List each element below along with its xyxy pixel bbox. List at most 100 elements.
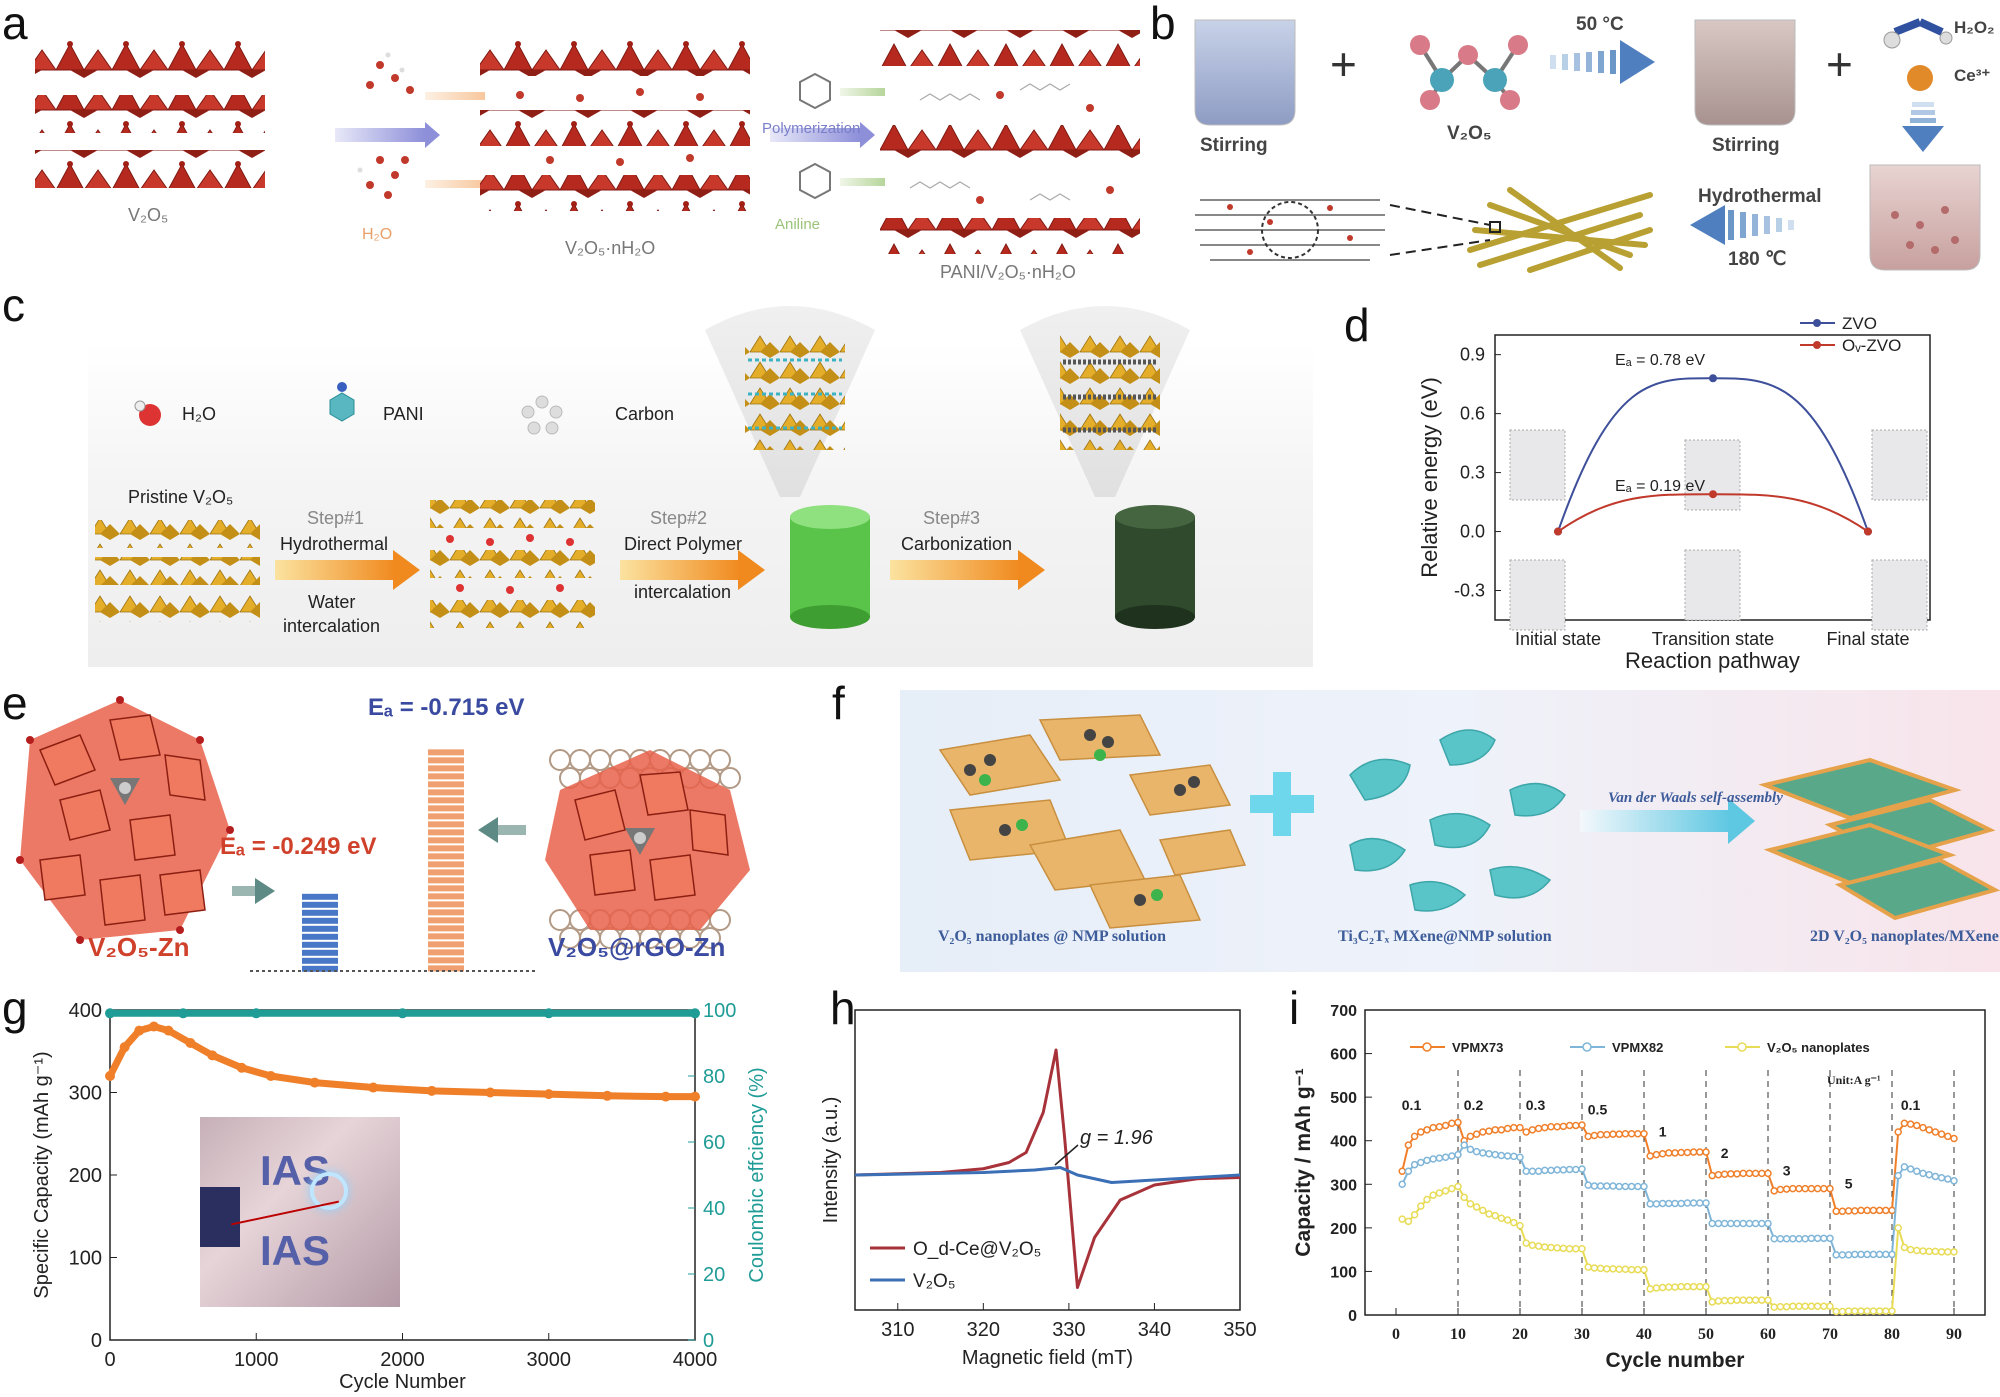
- data-point: [1807, 1234, 1816, 1243]
- caption-mxene: Ti₃C₂Tₓ MXene@NMP solution: [1338, 928, 1552, 945]
- panel-label-h: h: [830, 982, 856, 1034]
- v2o5-layer: [35, 150, 265, 188]
- data-point: [1441, 1153, 1450, 1162]
- data-point: [1559, 1166, 1568, 1174]
- data-point: [1888, 1206, 1896, 1215]
- data-point: [1702, 1199, 1710, 1207]
- data-point: [1925, 1126, 1933, 1134]
- x-tick-label: 0: [104, 1349, 115, 1371]
- bar-stripe: [428, 949, 464, 956]
- data-point: [1454, 1150, 1462, 1159]
- bar-stripe: [428, 853, 464, 860]
- data-point: [1944, 1175, 1952, 1183]
- bar-stripe: [428, 901, 464, 908]
- data-point: [1739, 1219, 1747, 1228]
- label-ce: Ce³⁺: [1954, 66, 1991, 85]
- data-point: [1770, 1187, 1778, 1195]
- panel-a-diagram: [35, 40, 885, 211]
- data-point: [1435, 1123, 1444, 1131]
- data-point: [1863, 1307, 1871, 1315]
- data-point: [1528, 1167, 1537, 1175]
- bar-stripe: [428, 749, 464, 756]
- label-polymerization: Polymerization: [762, 120, 861, 137]
- data-point: [1758, 1219, 1766, 1228]
- panel-g: g 0 1000 2000 3000 4000 0 100 200 300 400 0 20 40 60 8…: [0, 982, 790, 1393]
- panel-label-f: f: [832, 677, 845, 729]
- data-point: [1844, 1307, 1853, 1315]
- step-arrow-2: [620, 550, 765, 590]
- data-point: [1751, 1169, 1760, 1178]
- data-point: [1789, 1184, 1797, 1193]
- y-tick-label: 200: [1330, 1221, 1357, 1238]
- data-point: [1534, 1167, 1543, 1175]
- data-point: [1435, 1154, 1444, 1162]
- x-tick-label: 10: [1450, 1326, 1466, 1343]
- data-point: [1795, 1184, 1803, 1193]
- x-tick-label: 30: [1574, 1326, 1590, 1343]
- data-point: [1894, 1128, 1902, 1136]
- x-tick-label: 330: [1052, 1319, 1085, 1341]
- data-point: [1925, 1170, 1933, 1179]
- legend-h2o: H₂O: [182, 404, 216, 424]
- data-point: [1559, 1122, 1568, 1131]
- data-point: [1479, 1206, 1487, 1215]
- chart-h: 310 320 330 340 350 Magnetic field (mT) Intens…: [820, 1009, 1257, 1369]
- data-point: [1553, 1166, 1561, 1174]
- data-point: [148, 1021, 159, 1032]
- v2o5-rgo-zn-structure: [545, 749, 750, 949]
- data-point: [1423, 1126, 1431, 1134]
- data-point: [1801, 1302, 1809, 1311]
- data-point: [1745, 1219, 1754, 1228]
- data-point: [1547, 1166, 1555, 1175]
- y-axis-label: Specific Capacity (mAh g⁻¹): [31, 1051, 53, 1298]
- label-temp-180: 180 ℃: [1728, 249, 1787, 270]
- data-point: [1782, 1185, 1791, 1193]
- data-point: [1720, 1296, 1729, 1305]
- data-point: [1764, 1169, 1772, 1178]
- bar-stripe: [428, 797, 464, 804]
- data-point: [1709, 490, 1717, 499]
- x-tick-label: Final state: [1826, 629, 1909, 649]
- beaker-1: [1194, 19, 1296, 126]
- bar-stripe: [428, 965, 464, 972]
- data-point: [1708, 1219, 1716, 1228]
- v2o5-layer: [35, 40, 265, 78]
- carbon-icon: [521, 395, 563, 435]
- data-point: [1596, 1264, 1605, 1273]
- data-point: [1714, 1219, 1723, 1228]
- y2-tick-label: 60: [703, 1132, 725, 1154]
- data-point: [1888, 1307, 1896, 1315]
- label-v2o5-zn: V₂O₅-Zn: [88, 932, 190, 962]
- label-ea-ovzvo: Eₐ = 0.19 eV: [1615, 478, 1706, 495]
- data-point: [1864, 527, 1872, 536]
- label-temp-50: 50 °C: [1576, 14, 1624, 35]
- y-tick-label: 0: [1348, 1308, 1357, 1325]
- legend-label: O_d-Ce@V₂O₅: [913, 1239, 1041, 1260]
- data-point: [185, 1038, 196, 1048]
- data-point: [1472, 1130, 1481, 1138]
- legend-label: VPMX82: [1612, 1040, 1663, 1055]
- label-stirring-1: Stirring: [1200, 135, 1268, 156]
- data-point: [1615, 1265, 1623, 1273]
- data-point: [1720, 1219, 1729, 1228]
- bar-stripe: [428, 869, 464, 876]
- data-point: [1733, 1219, 1741, 1228]
- data-point: [1510, 1152, 1518, 1161]
- data-point: [1709, 374, 1717, 383]
- bar-stripe: [428, 789, 464, 796]
- data-point: [1882, 1307, 1890, 1315]
- data-point: [1646, 1285, 1654, 1293]
- svg-text:+: +: [1826, 38, 1853, 90]
- step-arrow-1: [275, 550, 420, 590]
- plot-frame: [1364, 1009, 1986, 1316]
- panel-i: i 0 10 20 30 40 50 60 70 80 90 0 100 200 300 400 500 600…: [1275, 982, 2000, 1392]
- data-point: [1404, 1141, 1413, 1149]
- data-point: [1875, 1307, 1884, 1315]
- data-point: [1652, 1284, 1661, 1292]
- data-point: [1801, 1184, 1809, 1193]
- data-point: [1590, 1182, 1599, 1190]
- legend-label: Oᵥ-ZVO: [1842, 336, 1901, 355]
- label-v2o5-b: V₂O₅: [1447, 123, 1492, 144]
- legend-label: V₂O₅: [913, 1271, 955, 1292]
- data-point: [1466, 1200, 1475, 1208]
